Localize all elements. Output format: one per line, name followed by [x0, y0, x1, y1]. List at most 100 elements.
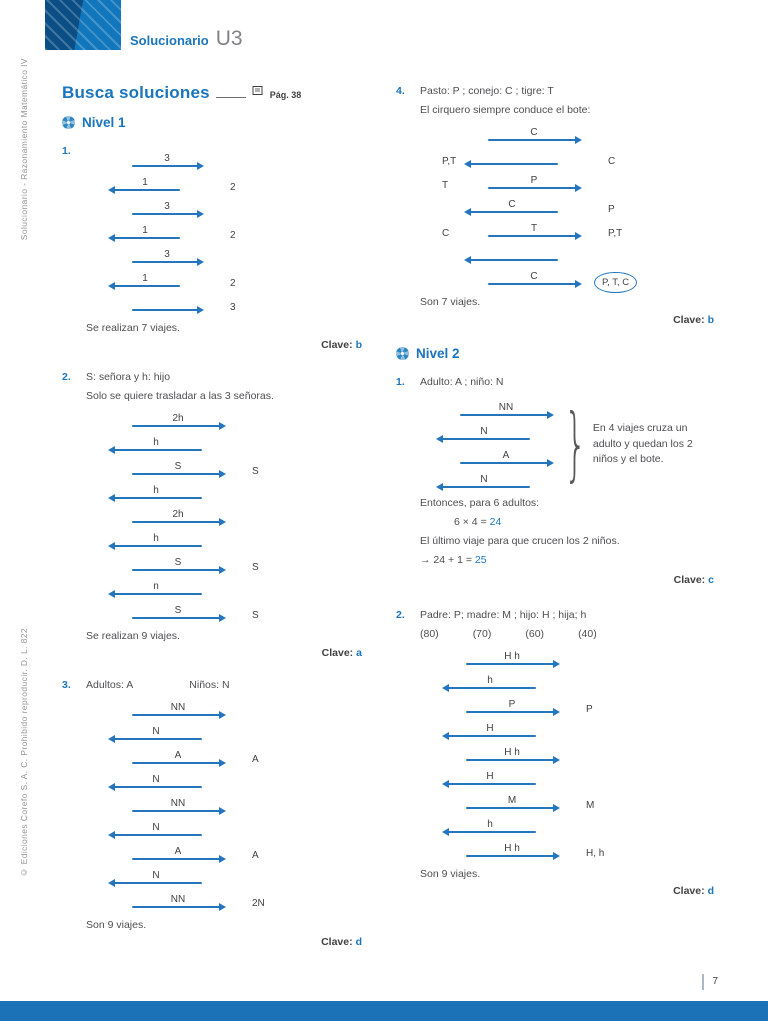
level2-problem-2-number: 2.	[396, 608, 405, 621]
crossing-arrow-right	[460, 458, 554, 467]
crossing-arrow-left	[436, 482, 530, 491]
crossing-arrow-right	[132, 258, 204, 267]
boat-load-label: T	[530, 223, 538, 235]
arrowhead-left-icon	[108, 542, 115, 551]
boat-load-label: S	[174, 605, 182, 617]
right-bank-label: C	[608, 155, 616, 167]
arrowhead-left-icon	[108, 878, 115, 887]
problem-2-result: Se realizan 9 viajes.	[86, 630, 180, 643]
diagram-row: H	[442, 722, 714, 741]
pinwheel-icon	[396, 347, 409, 361]
boat-load-label: 1	[142, 225, 148, 237]
diagram-row: H h	[442, 746, 714, 765]
level2-problem-1-diagram-row: NN N A N } En 4 viajes cruza un adulto y qu…	[420, 401, 714, 491]
equation-1: 6 × 4 = 24	[454, 515, 714, 530]
problem-4-intro-1: Pasto: P ; conejo: C ; tigre: T	[420, 85, 554, 97]
crossing: M	[442, 794, 560, 813]
crossing: A	[108, 845, 226, 863]
level2-problem-1-intro: Adulto: A ; niño: N	[420, 376, 504, 389]
diagram-row: NN	[108, 797, 362, 815]
arrowhead-left-icon	[464, 256, 471, 265]
brace-note: En 4 viajes cruza un adulto y quedan los…	[592, 422, 693, 465]
crossing-arrow-right	[132, 518, 226, 527]
problem-4-answer-key: Clave: b	[420, 313, 714, 328]
problem-3-number: 3.	[62, 678, 71, 691]
answer-key-letter: b	[707, 313, 714, 326]
age-son: (60)	[525, 627, 545, 640]
crossing: H h	[442, 746, 560, 765]
publisher-logo	[45, 0, 121, 50]
diagram-row: 3	[108, 248, 362, 267]
crossing-arrow-right	[488, 184, 582, 193]
arrowhead-right-icon	[219, 470, 226, 479]
arrowhead-left-icon	[108, 734, 115, 743]
problem-4: 4. Pasto: P ; conejo: C ; tigre: T El ci…	[396, 84, 714, 328]
right-bank-label: 2	[230, 181, 236, 193]
arrowhead-left-icon	[464, 160, 471, 169]
crossing: h	[442, 674, 560, 693]
level2-problem-2: 2. Padre: P; madre: M ; hijo: H ; hija; …	[396, 608, 714, 900]
crossing: 1	[108, 176, 204, 195]
arrowhead-right-icon	[553, 756, 560, 765]
boat-load-label: H h	[504, 747, 520, 759]
level2-problem-2-result: Son 9 viajes.	[420, 868, 481, 881]
equation-1-left: 6 × 4 =	[454, 515, 487, 528]
crossing: H	[442, 722, 560, 741]
crossing: n	[108, 580, 226, 599]
page-ref-icon	[252, 85, 264, 101]
arrowhead-right-icon	[219, 902, 226, 911]
arrowhead-right-icon	[197, 162, 204, 171]
answer-key-letter: c	[708, 573, 714, 586]
arrowhead-right-icon	[219, 518, 226, 527]
diagram-row: 2h	[108, 412, 362, 431]
arrowhead-left-icon	[464, 208, 471, 217]
arrowhead-right-icon	[575, 184, 582, 193]
crossing-arrow-left	[108, 282, 180, 291]
crossing-arrow-left	[108, 734, 202, 743]
level2-problem-1-number: 1.	[396, 376, 405, 389]
crossing-arrow-right	[488, 280, 582, 289]
arrowhead-left-icon	[442, 684, 449, 693]
right-bank-label: S	[252, 609, 259, 621]
arrowhead-right-icon	[197, 210, 204, 219]
level2-problem-1-body: Adulto: A ; niño: N NN N A N } En 4 viajes …	[420, 375, 714, 587]
crossing: 1	[108, 272, 204, 291]
diagram-row: h	[108, 436, 362, 455]
crossing: S	[108, 604, 226, 623]
arrowhead-right-icon	[219, 806, 226, 815]
crossing: h	[108, 484, 226, 503]
problem-3-answer-key: Clave: d	[86, 935, 362, 950]
crossing-arrow-right	[466, 852, 560, 861]
arrowhead-right-icon	[553, 852, 560, 861]
boat-load-label	[466, 246, 558, 259]
boat-load-label: h	[153, 437, 159, 449]
right-bank-label: M	[586, 799, 595, 811]
page-ref: Pág. 38	[269, 89, 302, 100]
section-title: Busca soluciones	[62, 83, 210, 102]
crossing-arrow-right	[460, 410, 554, 419]
diagram-row: H	[442, 770, 714, 789]
arrowhead-right-icon	[553, 660, 560, 669]
crossing: 3	[108, 248, 204, 267]
crossing-arrow-left	[108, 782, 202, 791]
footer-bar	[0, 1001, 768, 1021]
level-2-header: Nivel 2	[396, 344, 714, 364]
boat-load-label: NN	[170, 893, 186, 905]
diagram-row: N	[108, 725, 362, 743]
problem-2: 2. S: señora y h: hijo Solo se quiere tr…	[62, 370, 362, 662]
crossing-arrow-right	[488, 232, 582, 241]
crossing: N	[108, 869, 226, 887]
diagram-row: H h	[442, 650, 714, 669]
crossing: h	[442, 818, 560, 837]
diagram-row: A	[436, 449, 554, 467]
arrowhead-right-icon	[575, 136, 582, 145]
crossing: N	[108, 773, 226, 791]
diagram-row: C	[442, 126, 714, 145]
problem-4-intro-2: El cirquero siempre conduce el bote:	[420, 104, 591, 117]
level2-problem-1-line-1: Entonces, para 6 adultos:	[420, 496, 540, 509]
level2-problem-2-intro: Padre: P; madre: M ; hijo: H ; hija; h	[420, 608, 587, 621]
crossing: N	[436, 425, 554, 443]
equation-2-left: → 24 + 1 =	[420, 554, 472, 567]
